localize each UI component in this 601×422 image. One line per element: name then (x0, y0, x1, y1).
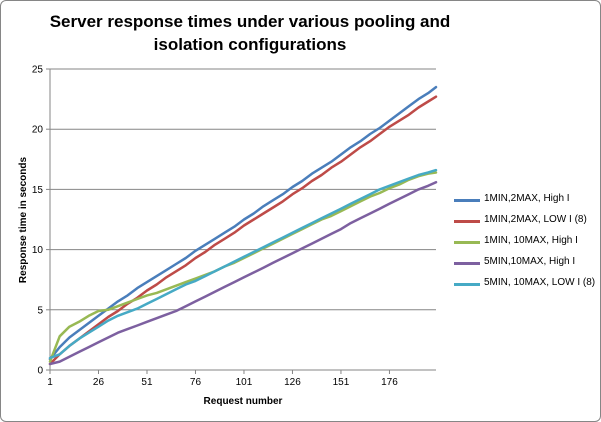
x-tick-label: 151 (333, 377, 350, 388)
x-axis-label: Request number (204, 396, 283, 407)
legend-swatch (454, 199, 480, 202)
chart-title: Server response times under various pool… (49, 12, 451, 54)
series-line-5 (48, 168, 438, 360)
x-tick-label: 176 (381, 377, 398, 388)
x-tick-labels: 1 26 51 76 101 126 151 176 (47, 377, 398, 388)
series-line-4 (48, 180, 438, 366)
x-tick-label: 101 (236, 377, 253, 388)
legend-item: 1MIN,2MAX, LOW I (8) (454, 213, 594, 234)
legend-swatch (454, 241, 480, 244)
legend-label: 1MIN,2MAX, LOW I (8) (484, 214, 587, 225)
legend-label: 1MIN, 10MAX, High I (484, 235, 578, 246)
x-tick-label: 126 (284, 377, 301, 388)
grid-lines (50, 68, 436, 311)
legend-label: 1MIN,2MAX, High I (484, 193, 570, 204)
y-tick-label: 15 (32, 185, 44, 196)
legend-label: 5MIN, 10MAX, LOW I (8) (484, 277, 596, 288)
y-tick-label: 10 (32, 245, 44, 256)
series-line-1 (48, 85, 438, 361)
legend-item: 1MIN, 10MAX, High I (454, 234, 594, 255)
y-tick-label: 5 (37, 305, 43, 316)
chart-legend: 1MIN,2MAX, High I 1MIN,2MAX, LOW I (8) 1MI… (454, 192, 596, 297)
y-tick-label: 25 (32, 65, 44, 76)
series-lines (48, 85, 438, 366)
x-tick-label: 51 (141, 377, 153, 388)
legend-item: 5MIN,10MAX, High I (454, 255, 594, 276)
series-line-3 (48, 171, 438, 363)
x-tick-label: 76 (190, 377, 202, 388)
x-tick-label: 1 (47, 377, 53, 388)
series-line-2 (48, 95, 438, 366)
x-tick-label: 26 (93, 377, 105, 388)
y-tick-label: 0 (37, 366, 43, 377)
legend-label: 5MIN,10MAX, High I (484, 256, 576, 267)
y-tick-labels: 0 5 10 15 20 25 (32, 65, 44, 377)
legend-item: 5MIN, 10MAX, LOW I (8) (454, 276, 596, 297)
axes (46, 68, 436, 374)
y-axis-label: Response time in seconds (18, 156, 29, 283)
legend-swatch (454, 262, 480, 265)
legend-item: 1MIN,2MAX, High I (454, 192, 594, 213)
legend-swatch (454, 220, 480, 223)
y-tick-label: 20 (32, 125, 44, 136)
legend-swatch (454, 283, 480, 286)
